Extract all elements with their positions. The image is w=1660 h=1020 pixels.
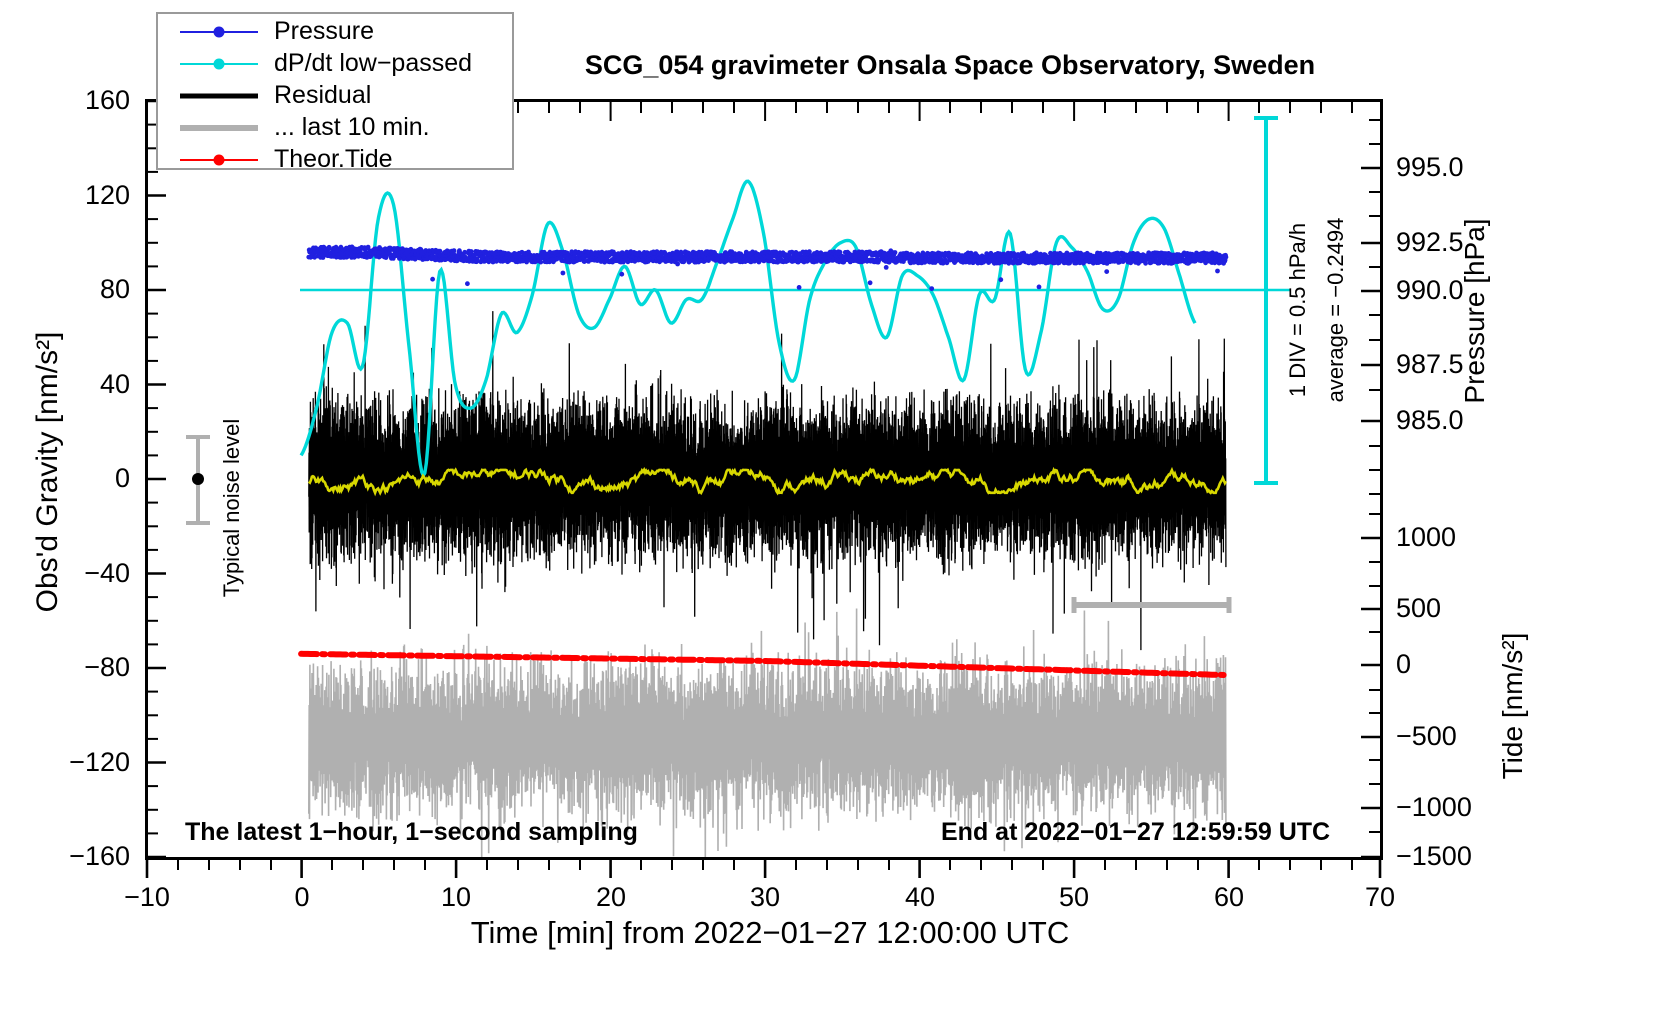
x-tick-5: 40 xyxy=(904,882,936,912)
legend-item-residual[interactable]: Residual xyxy=(158,81,512,110)
series-residual xyxy=(308,311,1227,651)
y-tick-pressure-2: 990.0 xyxy=(1396,275,1464,305)
legend-swatch-last-10-min xyxy=(180,117,258,139)
y-tick-left-6: −80 xyxy=(84,652,130,682)
legend-label-pressure: Pressure xyxy=(274,17,375,45)
series-pressure xyxy=(306,244,1229,291)
last-10-min-extent-bar xyxy=(1071,597,1232,613)
series-theoretical-tide xyxy=(298,650,1229,679)
y-tick-tide-4: −1000 xyxy=(1396,792,1472,822)
x-tick-0: −10 xyxy=(124,882,170,912)
dpdt-scale-bar xyxy=(1254,116,1278,485)
y-tick-left-1: 120 xyxy=(84,180,130,210)
left-axis-ticks xyxy=(146,99,166,859)
y-tick-left-7: −120 xyxy=(69,747,130,777)
legend-item-pressure[interactable]: Pressure xyxy=(158,17,512,46)
y-tick-tide-5: −1500 xyxy=(1396,841,1472,871)
legend-swatch-pressure xyxy=(180,21,258,43)
y-tick-pressure-3: 987.5 xyxy=(1396,349,1464,379)
x-tick-4: 30 xyxy=(749,882,781,912)
legend-label-last-10-min: ... last 10 min. xyxy=(274,113,430,141)
y-tick-left-0: 160 xyxy=(84,85,130,115)
x-axis-title: Time [min] from 2022−01−27 12:00:00 UTC xyxy=(470,915,1070,950)
y-tick-left-3: 40 xyxy=(99,369,130,399)
y-tick-pressure-0: 995.0 xyxy=(1396,152,1464,182)
y-tick-left-5: −40 xyxy=(84,558,130,588)
legend-label-residual: Residual xyxy=(274,81,372,109)
legend-label-theor-tide: Theor.Tide xyxy=(274,145,393,173)
series-dpdt-lowpassed xyxy=(299,179,1197,479)
left-axis-minor-ticks xyxy=(146,123,158,835)
y-tick-pressure-4: 985.0 xyxy=(1396,405,1464,435)
caption-left: The latest 1−hour, 1−second sampling xyxy=(185,818,638,846)
legend-item-theor-tide[interactable]: Theor.Tide xyxy=(158,145,512,174)
right-axis-ticks xyxy=(1361,166,1381,859)
y-tick-left-8: −160 xyxy=(69,841,130,871)
y-tick-pressure-1: 992.5 xyxy=(1396,227,1464,257)
x-tick-7: 60 xyxy=(1213,882,1245,912)
page-title: SCG_054 gravimeter Onsala Space Observat… xyxy=(584,50,1316,80)
y-tick-left-4: 0 xyxy=(114,463,130,493)
series-smoothed-residual xyxy=(307,466,1228,497)
scale-division-note: 1 DIV = 0.5 hPa/h xyxy=(1285,222,1310,398)
y-tick-left-2: 80 xyxy=(99,274,130,304)
y-tick-tide-1: 500 xyxy=(1396,593,1442,623)
legend: Pressure dP/dt low−passed Residual ... l… xyxy=(156,12,514,173)
y-tick-tide-0: 1000 xyxy=(1396,522,1457,552)
right-axis-minor-ticks xyxy=(1369,119,1381,833)
average-note: average = −0.2494 xyxy=(1323,217,1348,403)
y-tick-tide-3: −500 xyxy=(1396,721,1457,751)
typical-noise-level-label: Typical noise level xyxy=(219,418,244,598)
x-axis-ticks xyxy=(145,858,1382,878)
x-tick-3: 20 xyxy=(595,882,627,912)
typical-noise-errorbar xyxy=(186,435,210,525)
legend-swatch-residual xyxy=(180,85,258,107)
legend-item-last-10-min[interactable]: ... last 10 min. xyxy=(158,113,512,142)
x-tick-2: 10 xyxy=(440,882,472,912)
legend-swatch-theor-tide xyxy=(180,149,258,171)
x-tick-8: 70 xyxy=(1364,882,1396,912)
legend-label-dpdt: dP/dt low−passed xyxy=(274,49,473,77)
series-last-10-min xyxy=(308,608,1227,857)
x-tick-6: 50 xyxy=(1058,882,1090,912)
legend-swatch-dpdt xyxy=(180,53,258,75)
x-tick-1: 0 xyxy=(294,882,310,912)
legend-item-dpdt[interactable]: dP/dt low−passed xyxy=(158,49,512,78)
caption-right: End at 2022−01−27 12:59:59 UTC xyxy=(941,818,1331,846)
y-tick-tide-2: 0 xyxy=(1396,649,1412,679)
x-axis-minor-ticks xyxy=(177,858,1353,870)
